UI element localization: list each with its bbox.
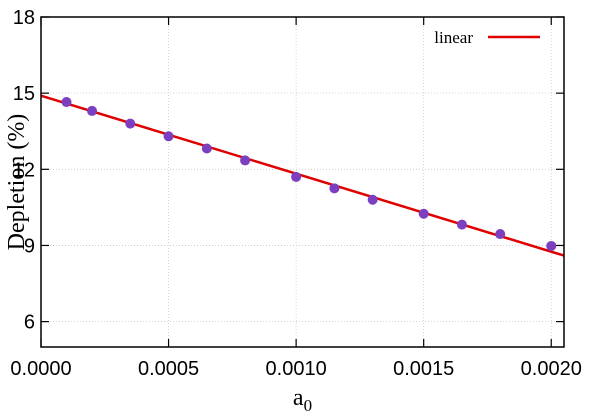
data-point — [201, 143, 212, 154]
legend: linear — [434, 28, 540, 47]
x-axis-title-subscript: 0 — [304, 396, 313, 415]
x-tick-label: 0.0015 — [393, 358, 454, 380]
series-line-linear — [41, 94, 564, 257]
ticks: 0.0000 0.0005 0.0010 0.0015 0.0020 6 9 12 15 18 — [10, 7, 581, 380]
data-point — [329, 183, 340, 194]
data-point — [125, 118, 136, 129]
y-tick-label: 12 — [13, 159, 35, 181]
data-point — [61, 97, 72, 108]
data-point — [546, 240, 557, 251]
y-tick-label: 6 — [24, 312, 35, 334]
series-layer — [41, 94, 564, 257]
data-point — [240, 155, 251, 166]
x-axis-title-base: a — [293, 385, 304, 411]
data-point — [291, 171, 302, 182]
x-tick-label: 0.0020 — [521, 358, 582, 380]
y-tick-label: 9 — [24, 235, 35, 257]
y-axis-title: Depletion (%) — [4, 114, 30, 251]
data-point — [163, 131, 174, 142]
x-tick-label: 0.0010 — [266, 358, 327, 380]
x-axis-title: a0 — [293, 385, 312, 415]
grid — [40, 16, 564, 347]
data-point — [495, 229, 506, 240]
x-tick-label: 0.0005 — [138, 358, 199, 380]
data-point — [367, 194, 378, 205]
legend-label-linear: linear — [434, 28, 473, 47]
data-point — [456, 219, 467, 230]
data-point — [418, 208, 429, 219]
y-tick-label: 15 — [13, 83, 35, 105]
x-tick-label: 0.0000 — [10, 358, 71, 380]
data-point — [87, 105, 98, 116]
y-tick-label: 18 — [13, 7, 35, 29]
plot-frame — [40, 16, 565, 348]
